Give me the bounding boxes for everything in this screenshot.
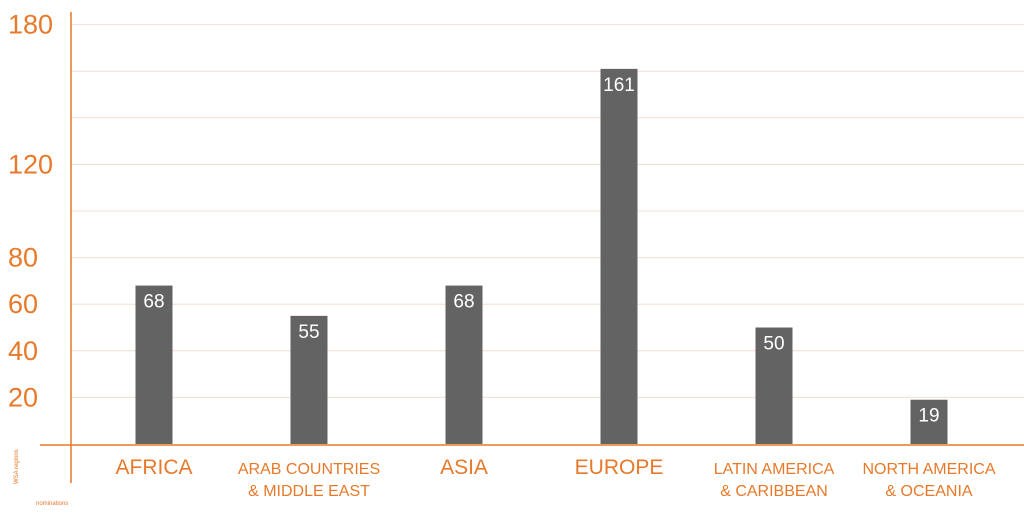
bar: [445, 285, 483, 444]
data-label: 50: [763, 334, 784, 355]
y-tick-label: 180: [8, 10, 53, 40]
y-tick-label: 120: [8, 149, 53, 179]
category-label-line: AFRICA: [115, 456, 192, 479]
category-label-line: NORTH AMERICA: [862, 461, 995, 478]
category-label-line: EUROPE: [575, 456, 664, 479]
y-tick-labels: 20 40 60 80 120 180: [8, 10, 53, 413]
y-tick-label: 20: [8, 382, 38, 412]
x-axis-title: nominations: [36, 501, 68, 507]
data-label: 68: [453, 292, 474, 313]
bars: 68 55 68 161 50 19: [135, 68, 948, 445]
gridlines: [71, 24, 1024, 398]
x-category-label: LATIN AMERICA & CARIBBEAN: [714, 461, 835, 500]
data-label: 161: [603, 75, 635, 96]
bar: [135, 285, 173, 444]
x-category-label: ASIA: [440, 456, 488, 479]
y-axis-title: WSA regions: [14, 449, 20, 484]
y-tick-label: 40: [8, 336, 38, 366]
x-category-labels: AFRICA ARAB COUNTRIES & MIDDLE EAST ASIA EUR…: [115, 456, 995, 500]
bar: [600, 68, 638, 445]
category-label-line: & CARIBBEAN: [720, 483, 828, 500]
category-label-line: ARAB COUNTRIES: [238, 461, 380, 478]
x-category-label: EUROPE: [575, 456, 664, 479]
x-category-label: ARAB COUNTRIES & MIDDLE EAST: [238, 461, 380, 500]
x-category-label: AFRICA: [115, 456, 192, 479]
axes: [40, 12, 1024, 483]
y-tick-label: 60: [8, 289, 38, 319]
y-tick-label: 80: [8, 243, 38, 273]
bar: [910, 399, 948, 444]
bar: [755, 327, 793, 444]
data-label: 19: [918, 406, 939, 427]
category-label-line: & OCEANIA: [885, 483, 972, 500]
category-label-line: & MIDDLE EAST: [248, 483, 370, 500]
category-label-line: LATIN AMERICA: [714, 461, 835, 478]
x-category-label: NORTH AMERICA & OCEANIA: [862, 461, 995, 500]
data-label: 55: [298, 322, 319, 343]
data-label: 68: [143, 292, 164, 313]
category-label-line: ASIA: [440, 456, 488, 479]
bar: [290, 315, 328, 444]
